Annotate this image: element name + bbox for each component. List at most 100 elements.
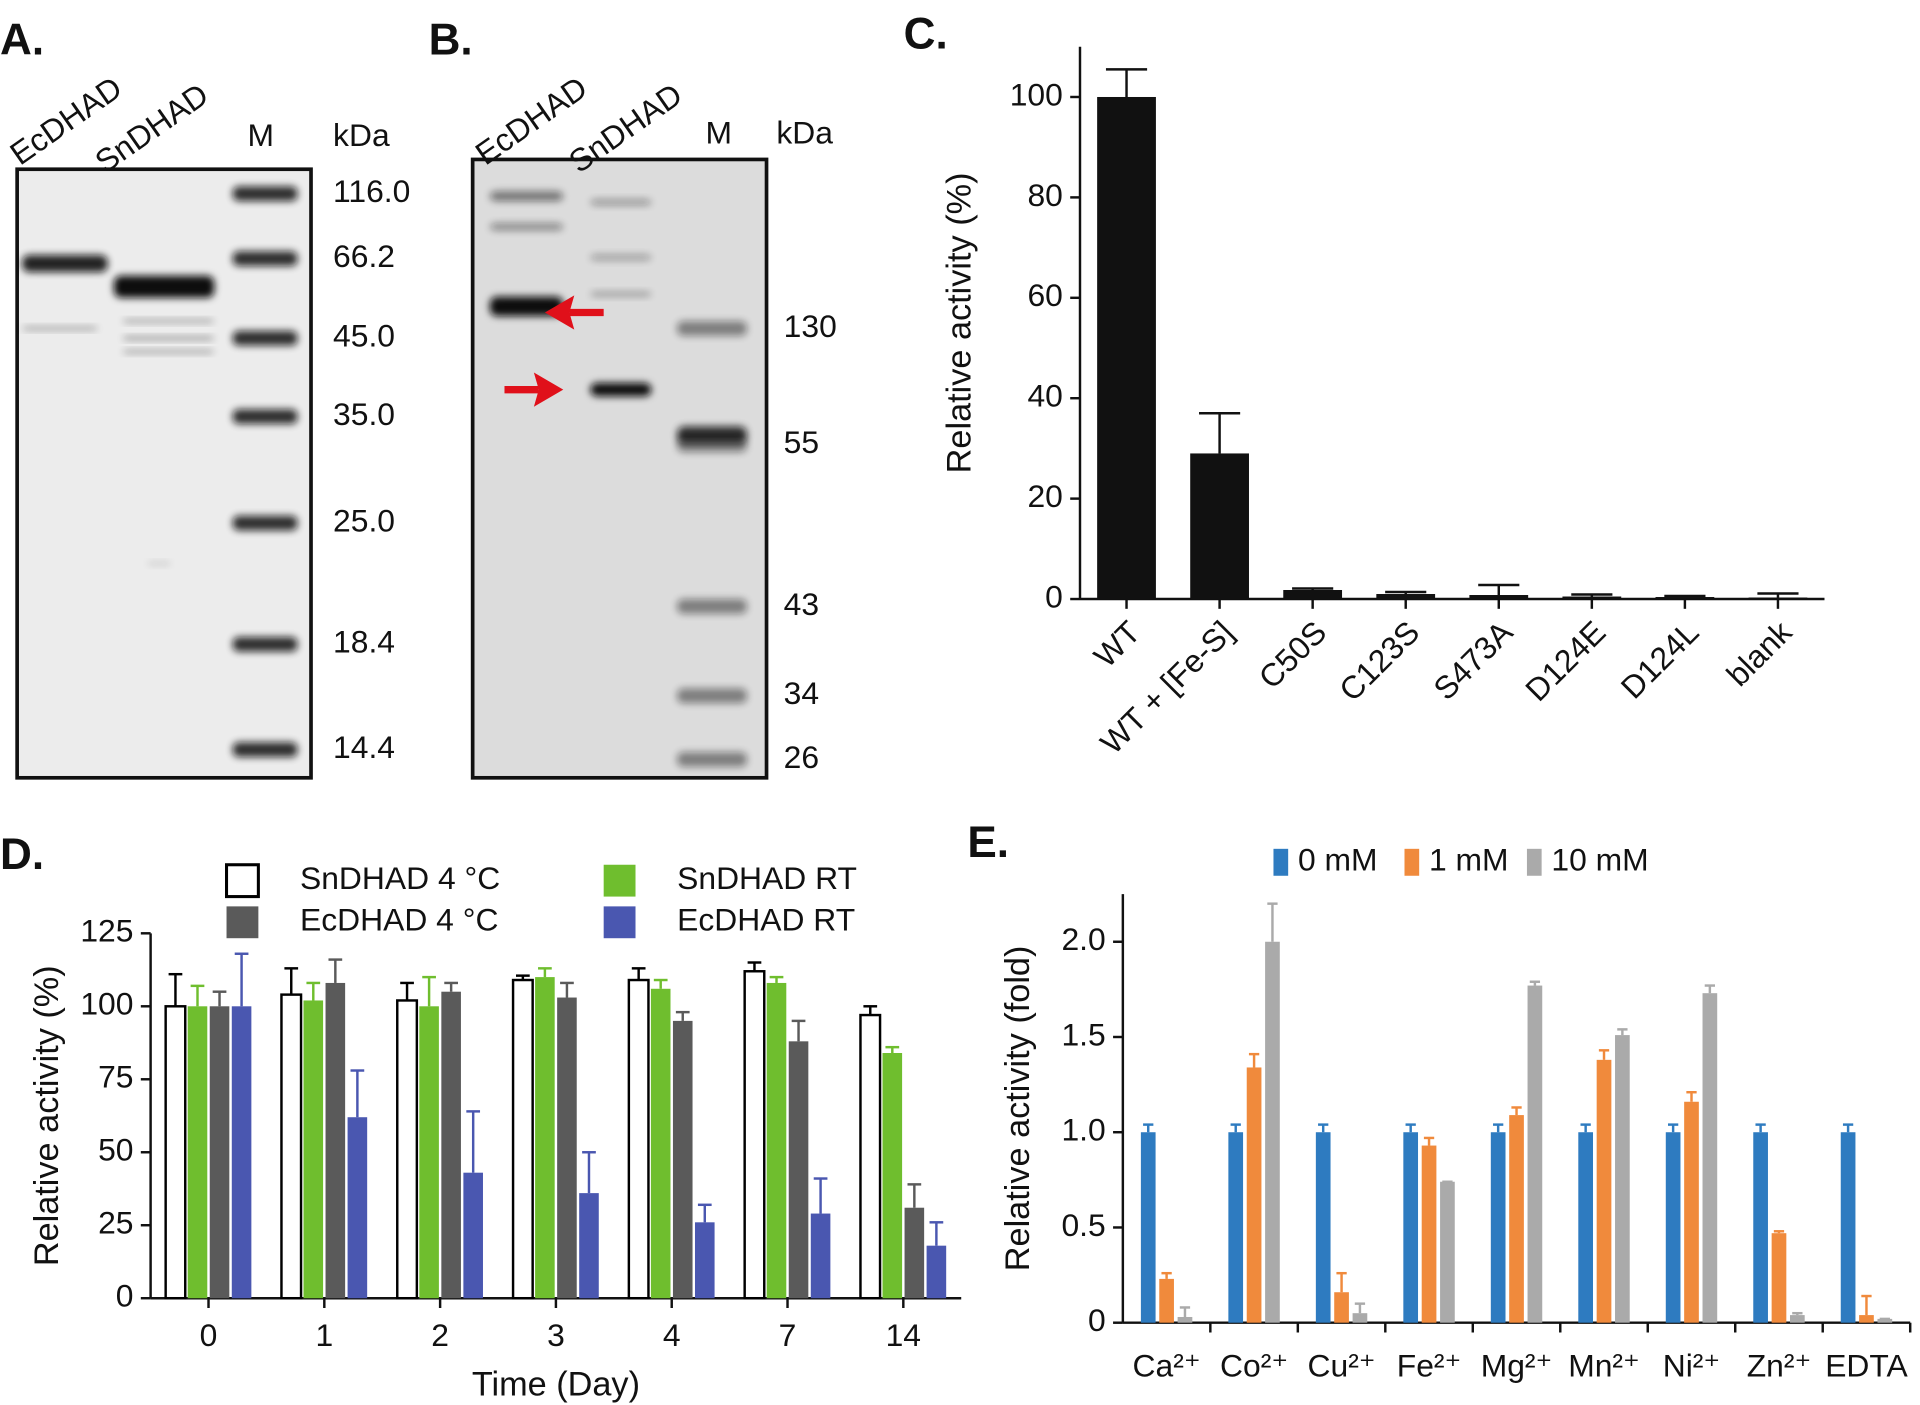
error-bar [400,981,414,1001]
y-axis-title: Relative activity (fold) [999,946,1037,1272]
gel-band [22,326,98,331]
y-tick-label: 100 [1010,76,1063,112]
bar [1665,1132,1681,1323]
bar [187,1006,208,1299]
error-bar [1580,1123,1591,1133]
error-bar [1248,1052,1260,1068]
y-tick-label: 40 [1027,378,1062,414]
error-bar [444,981,458,992]
legend-swatch [1404,848,1420,876]
bar [1283,589,1343,600]
error-bar [1267,902,1278,942]
error-bar [1511,1106,1522,1116]
error-bar [538,967,552,978]
y-tick-label: 0 [1088,1302,1106,1338]
gel-band [489,296,564,317]
gel-band [113,275,215,298]
y-tick-label: 100 [80,986,133,1022]
marker-label: 35.0 [333,396,395,432]
gel-band [590,199,652,206]
bar [1840,1132,1856,1323]
marker-band [232,251,298,266]
bar [231,1006,252,1299]
bar [325,982,346,1299]
x-axis-title: Time (Day) [472,1365,640,1403]
bar [859,1013,882,1300]
marker-label: 14.4 [333,729,395,765]
bar [441,991,461,1299]
bar [557,997,577,1299]
x-tick-label: Mg²⁺ [1481,1347,1553,1383]
error-bar [769,975,784,983]
x-tick-label: Ni²⁺ [1663,1347,1720,1383]
error-bar [284,967,299,995]
error-bar [190,984,205,1007]
y-axis-title: Relative activity (%) [28,965,66,1266]
gel-band [489,191,564,202]
error-bar [466,1110,481,1173]
y-tick-label: 60 [1027,277,1062,313]
error-bar [582,1151,596,1194]
error-bar [1292,587,1334,590]
bar [209,1006,230,1299]
error-bar [328,958,343,983]
bar [1562,596,1622,600]
legend-label: SnDHAD RT [677,860,857,896]
error-bar [168,972,183,1007]
bar [1527,985,1543,1323]
bar [1140,1132,1156,1323]
bar [627,978,650,1300]
marker-label: 26 [784,739,819,775]
bar [1246,1067,1262,1323]
x-tick-label: WT [1087,614,1147,674]
legend-swatch [603,906,636,939]
y-tick-label: 80 [1027,177,1062,213]
legend-swatch [1526,848,1542,876]
error-bar [1354,1302,1366,1314]
error-bar [1529,980,1541,986]
bar [1655,597,1715,600]
marker-label: 55 [784,424,819,460]
bar [419,1006,439,1299]
error-bar [1385,590,1427,595]
bar [1702,993,1718,1323]
bar [1440,1181,1455,1323]
panel-label: E. [967,818,1009,867]
error-bar [1179,1306,1191,1317]
error-bar [791,1019,806,1042]
panel-label: C. [904,10,948,59]
error-bar [1143,1123,1154,1133]
error-bar [631,967,646,981]
x-tick-label: Fe²⁺ [1397,1347,1462,1383]
error-bar [697,1203,712,1223]
bar [396,999,419,1300]
bar [926,1245,947,1299]
bar [511,978,534,1300]
bar [766,982,787,1299]
y-tick-label: 125 [80,913,133,949]
bar [882,1053,903,1299]
x-tick-label: blank [1719,614,1798,693]
legend-label: SnDHAD 4 °C [300,860,500,896]
error-bar [1861,1294,1872,1316]
bar [1352,1313,1368,1323]
gel-band [122,336,215,341]
error-bar [1667,1123,1679,1133]
x-tick-label: Mn²⁺ [1568,1347,1640,1383]
bar [672,1020,693,1299]
y-tick-label: 25 [98,1205,133,1241]
legend-swatch [1273,848,1289,876]
error-bar [1792,1311,1803,1316]
x-tick-label: 0 [200,1317,218,1353]
x-tick-label: 7 [779,1317,797,1353]
bar [743,970,766,1300]
error-bar [1664,594,1706,598]
marker-band [677,599,747,614]
gel-band [22,254,108,273]
error-bar [306,981,321,1001]
y-tick-label: 1.5 [1061,1016,1105,1052]
gel-band [590,254,652,261]
error-bar [1493,1123,1504,1133]
bar [1615,1035,1630,1323]
